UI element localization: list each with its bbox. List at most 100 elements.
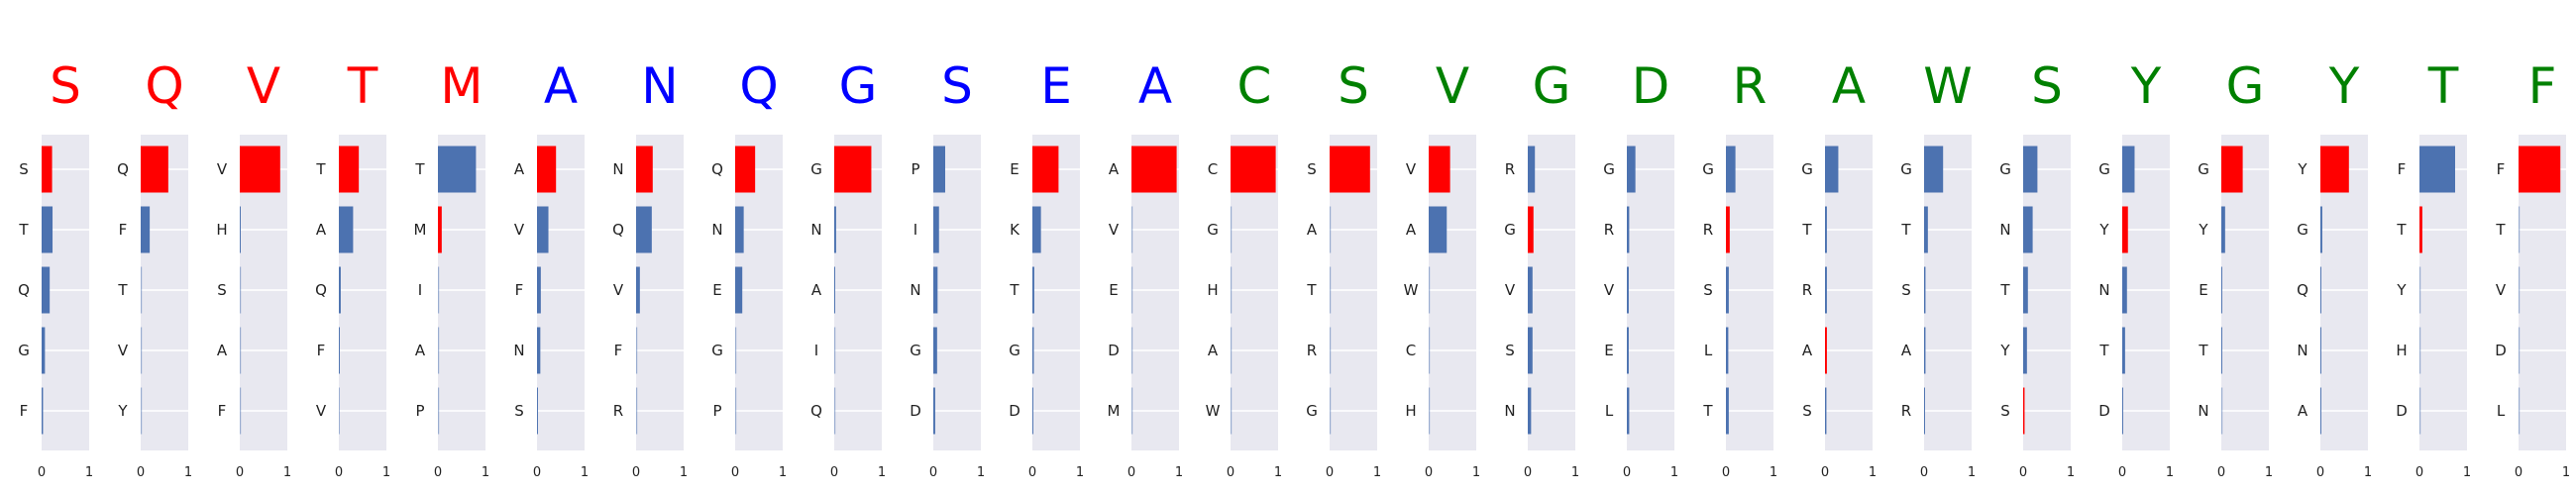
category-tick-label: N [810,221,821,239]
bar [1726,327,1729,374]
category-tick-label: Y [2297,160,2308,178]
bar [1429,146,1450,193]
category-tick-label: Q [18,281,30,299]
bar [1825,387,1827,435]
bar [2122,387,2123,435]
panel-6: N N Q V F R 0 1 [612,57,688,480]
bar [240,206,241,253]
bar [2023,266,2028,314]
bar [1131,206,1133,253]
bar [1726,146,1736,193]
category-tick-label: Q [612,221,624,239]
bar [933,387,935,435]
x-tick-label: 0 [1227,465,1234,480]
category-tick-label: D [910,402,921,420]
bar [2419,327,2421,374]
category-tick-label: G [2297,221,2308,239]
category-tick-label: A [2298,402,2308,420]
bar [240,387,242,435]
bar [636,387,638,435]
bar [240,327,242,374]
category-tick-label: V [613,281,624,299]
bar [1825,206,1827,253]
category-tick-label: S [1703,281,1713,299]
bar [2519,327,2521,374]
category-tick-label: G [1900,160,1912,178]
category-tick-label: G [1207,221,1219,239]
bar [537,327,541,374]
bar [438,387,440,435]
bar [636,327,638,374]
bar [42,206,54,253]
x-tick-label: 1 [779,465,787,480]
panel-10: E E K T G D 0 1 [1009,57,1084,480]
category-tick-label: V [2496,281,2507,299]
bar [636,146,653,193]
residue-letter: M [440,57,483,115]
panel-21: Y G Y N T D 0 1 [2098,57,2174,480]
panel-14: V V A W C H 0 1 [1404,57,1481,480]
bar [834,327,836,374]
category-tick-label: T [117,281,128,299]
residue-letter: S [50,57,81,115]
bar [1330,387,1332,435]
bar [42,146,53,193]
category-tick-label: A [1307,221,1318,239]
category-tick-label: V [217,160,228,178]
bar [933,206,939,253]
category-tick-label: S [217,281,227,299]
bar [2122,327,2125,374]
category-tick-label: L [2497,402,2506,420]
category-tick-label: L [1605,402,1614,420]
category-tick-label: A [217,342,228,359]
category-tick-label: F [317,342,326,359]
x-tick-label: 0 [2118,465,2126,480]
bar [1330,206,1332,253]
residue-letter: Y [2130,57,2162,115]
category-tick-label: F [515,281,524,299]
bar [2320,266,2321,314]
category-tick-label: S [1802,402,1812,420]
category-tick-label: V [1109,221,1120,239]
residue-letter: V [1436,57,1469,115]
category-tick-label: G [1009,342,1020,359]
category-tick-label: G [910,342,921,359]
x-tick-label: 0 [632,465,640,480]
panel-16: D G R V E L 0 1 [1603,57,1678,480]
residue-letter: Y [2328,57,2360,115]
bar [1528,146,1536,193]
x-tick-label: 0 [929,465,937,480]
category-tick-label: V [1505,281,1516,299]
residue-letter: D [1632,57,1670,115]
x-tick-label: 0 [1326,465,1334,480]
bar [1131,387,1133,435]
panel-0: S S T Q G F 0 1 [18,57,93,480]
panel-23: Y Y G Q N A 0 1 [2297,57,2372,480]
bar [834,146,872,193]
bar [1131,266,1133,314]
category-tick-label: I [418,281,422,299]
bar [1924,146,1944,193]
bar [1131,146,1177,193]
bar [1231,327,1233,374]
category-tick-label: A [1901,342,1912,359]
category-tick-label: A [1406,221,1417,239]
bar [1528,206,1534,253]
panel-9: S P I N G D 0 1 [910,57,985,480]
category-tick-label: R [1307,342,1317,359]
category-tick-label: V [1406,160,1417,178]
panel-background [1528,135,1575,450]
category-tick-label: T [2098,342,2109,359]
bar [537,387,538,435]
category-tick-label: T [315,160,326,178]
category-tick-label: A [316,221,327,239]
bar [1131,327,1133,374]
x-tick-label: 0 [2415,465,2423,480]
x-tick-label: 1 [2166,465,2174,480]
x-tick-label: 1 [2364,465,2372,480]
bar [438,266,440,314]
x-tick-label: 1 [878,465,886,480]
residue-letter: R [1733,57,1768,115]
category-tick-label: I [913,221,917,239]
category-tick-label: V [316,402,327,420]
